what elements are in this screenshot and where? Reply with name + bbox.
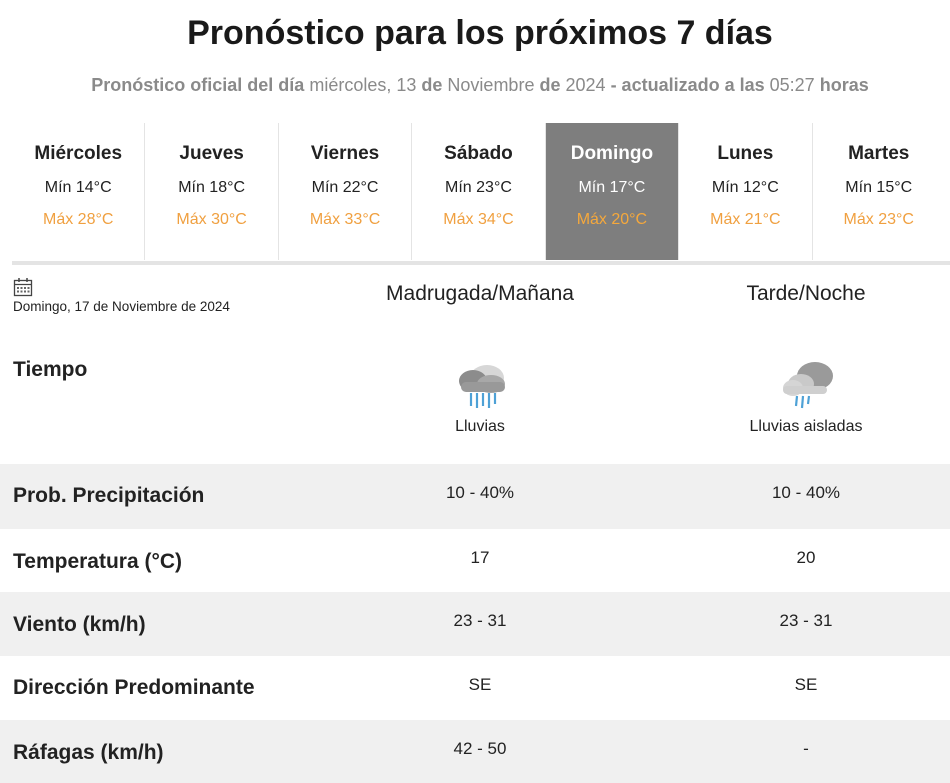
day-name: Miércoles <box>34 143 123 164</box>
value-morning: 17 <box>470 548 490 567</box>
subtitle-de: de <box>539 75 561 95</box>
day-max-temp: Máx 30°C <box>176 211 247 228</box>
day-tabs: Miércoles Mín 14°C Máx 28°C Jueves Mín 1… <box>12 123 945 260</box>
weather-cell-afternoon: Lluvias aisladas <box>646 358 950 436</box>
day-name: Viernes <box>310 143 380 164</box>
divider <box>12 261 950 265</box>
selected-date: Domingo, 17 de Noviembre de 2024 <box>13 299 230 314</box>
subtitle-day: miércoles, 13 <box>309 75 417 95</box>
day-max-temp: Máx 33°C <box>309 211 381 228</box>
day-min-temp: Mín 15°C <box>845 179 913 196</box>
value-afternoon: 20 <box>796 548 816 567</box>
value-morning: 42 - 50 <box>453 739 507 758</box>
subtitle-year: 2024 <box>565 75 606 95</box>
day-max-temp: Máx 20°C <box>576 211 648 228</box>
row-label: Prob. Precipitación <box>13 484 205 507</box>
row-label: Ráfagas (km/h) <box>13 741 164 764</box>
row-direction: Dirección Predominante SE SE <box>0 656 950 720</box>
value-morning: 10 - 40% <box>445 483 515 502</box>
day-name: Jueves <box>179 143 244 164</box>
row-label: Tiempo <box>13 358 88 381</box>
day-tab-domingo[interactable]: Domingo Mín 17°C Máx 20°C <box>544 123 679 260</box>
value-afternoon: 23 - 31 <box>779 611 833 630</box>
rain-cloud-icon <box>459 365 505 408</box>
day-tab-lunes[interactable]: Lunes Mín 12°C Máx 21°C <box>678 123 811 260</box>
day-min-temp: Mín 18°C <box>178 179 246 196</box>
day-max-temp: Máx 21°C <box>710 211 781 228</box>
day-min-temp: Mín 14°C <box>44 179 112 196</box>
weather-text-morning: Lluvias <box>455 418 505 435</box>
value-afternoon: - <box>803 739 809 758</box>
isolated-rain-cloud-icon <box>783 362 833 409</box>
day-tab-miercoles[interactable]: Miércoles Mín 14°C Máx 28°C <box>12 123 144 260</box>
day-tab-martes[interactable]: Martes Mín 15°C Máx 23°C <box>811 123 945 260</box>
calendar-icon <box>13 278 33 297</box>
page-title: Pronóstico para los próximos 7 días <box>187 14 773 52</box>
row-gusts: Ráfagas (km/h) 42 - 50 - <box>0 720 950 783</box>
column-header-morning: Madrugada/Mañana <box>386 282 574 305</box>
row-wind: Viento (km/h) 23 - 31 23 - 31 <box>0 592 950 656</box>
day-min-temp: Mín 17°C <box>578 179 646 196</box>
value-morning: SE <box>468 675 492 694</box>
subtitle-de: de <box>421 75 443 95</box>
day-min-temp: Mín 23°C <box>445 179 512 196</box>
day-name: Domingo <box>570 143 654 164</box>
day-name: Martes <box>848 143 910 164</box>
row-label: Temperatura (°C) <box>13 550 183 573</box>
day-name: Sábado <box>444 143 513 164</box>
row-label: Viento (km/h) <box>13 613 146 636</box>
weather-text-afternoon: Lluvias aisladas <box>749 418 863 435</box>
day-min-temp: Mín 22°C <box>311 179 379 196</box>
subtitle-time: 05:27 <box>769 75 815 95</box>
subtitle-suffix: horas <box>819 75 869 95</box>
forecast-subtitle: Pronóstico oficial del día miércoles, 13… <box>0 75 950 96</box>
day-min-temp: Mín 12°C <box>711 179 779 196</box>
day-tab-viernes[interactable]: Viernes Mín 22°C Máx 33°C <box>277 123 411 260</box>
weather-cell-morning: Lluvias <box>320 358 640 436</box>
subtitle-month: Noviembre <box>447 75 535 95</box>
day-name: Lunes <box>717 143 774 164</box>
row-label: Dirección Predominante <box>13 676 255 699</box>
column-header-afternoon: Tarde/Noche <box>746 282 866 305</box>
subtitle-updated: - actualizado a las <box>610 75 765 95</box>
value-afternoon: 10 - 40% <box>771 483 841 502</box>
row-temperature: Temperatura (°C) 17 20 <box>0 529 950 592</box>
day-max-temp: Máx 28°C <box>43 211 114 228</box>
row-precipitation: Prob. Precipitación 10 - 40% 10 - 40% <box>0 464 950 529</box>
day-tab-sabado[interactable]: Sábado Mín 23°C Máx 34°C <box>411 123 544 260</box>
value-morning: 23 - 31 <box>453 611 507 630</box>
day-max-temp: Máx 23°C <box>843 211 914 228</box>
value-afternoon: SE <box>794 675 818 694</box>
day-tab-jueves[interactable]: Jueves Mín 18°C Máx 30°C <box>144 123 277 260</box>
subtitle-prefix: Pronóstico oficial del día <box>91 75 305 95</box>
day-max-temp: Máx 34°C <box>443 211 514 228</box>
row-tiempo: Tiempo Lluvias Lluvias aisladas <box>0 340 950 464</box>
